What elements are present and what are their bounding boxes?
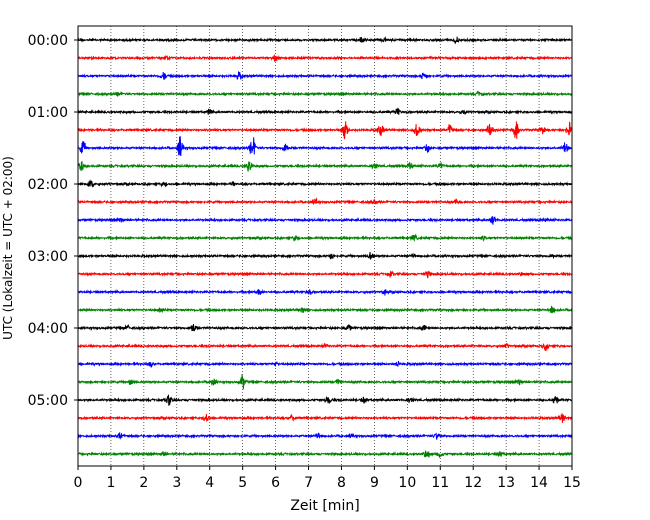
- y-tick-label: 02:00: [28, 177, 68, 193]
- trace-0530: [77, 431, 573, 440]
- grid-lines: [110, 26, 540, 466]
- trace-0445: [77, 373, 573, 391]
- x-tick-label: 13: [497, 475, 515, 491]
- x-tick-label: 7: [304, 475, 313, 491]
- y-tick-label: 05:00: [28, 393, 68, 409]
- x-tick-label: 9: [370, 475, 379, 491]
- trace-0130: [77, 136, 573, 157]
- trace-0115: [77, 121, 573, 140]
- x-tick-label: 8: [337, 475, 346, 491]
- trace-0000: [77, 35, 573, 45]
- trace-0300: [77, 251, 573, 260]
- y-tick-label: 01:00: [28, 105, 68, 121]
- trace-0515: [77, 413, 573, 423]
- y-tick-label: 03:00: [28, 249, 68, 265]
- trace-lines: [77, 35, 573, 459]
- x-tick-label: 0: [74, 475, 83, 491]
- trace-0200: [77, 179, 573, 188]
- trace-0030: [77, 71, 573, 81]
- y-axis-label: UTC (Lokalzeit = UTC + 02:00): [1, 156, 15, 340]
- trace-0415: [77, 342, 573, 351]
- x-tick-label: 3: [172, 475, 181, 491]
- x-tick-label: 4: [205, 475, 214, 491]
- trace-0430: [77, 360, 573, 368]
- trace-0345: [77, 305, 573, 314]
- trace-0330: [77, 288, 573, 296]
- trace-0400: [77, 323, 573, 332]
- trace-0145: [77, 161, 573, 172]
- trace-0045: [77, 90, 573, 97]
- trace-0015: [77, 54, 573, 62]
- x-tick-label: 5: [238, 475, 247, 491]
- x-tick-label: 15: [563, 475, 581, 491]
- trace-0100: [77, 107, 573, 116]
- x-tick-label: 2: [139, 475, 148, 491]
- x-tick-label: 6: [271, 475, 280, 491]
- tick-labels: 0 1 2 3 4 5 6 7 8 9 10 11 12 13 14 1500:0001:0002:0003:…: [28, 33, 581, 491]
- x-tick-label: 10: [398, 475, 416, 491]
- trace-0230: [77, 215, 573, 225]
- x-tick-label: 11: [431, 475, 449, 491]
- plot-frame: [77, 25, 573, 467]
- trace-0500: [77, 394, 573, 406]
- trace-0315: [77, 270, 573, 279]
- trace-0215: [77, 197, 573, 206]
- trace-0245: [77, 233, 573, 242]
- x-tick-label: 12: [464, 475, 482, 491]
- x-tick-label: 14: [530, 475, 548, 491]
- axes: [74, 25, 573, 470]
- y-tick-label: 00:00: [28, 33, 68, 49]
- trace-0545: [77, 450, 573, 459]
- x-axis-label: Zeit [min]: [290, 498, 359, 514]
- y-tick-label: 04:00: [28, 321, 68, 337]
- x-tick-label: 1: [106, 475, 115, 491]
